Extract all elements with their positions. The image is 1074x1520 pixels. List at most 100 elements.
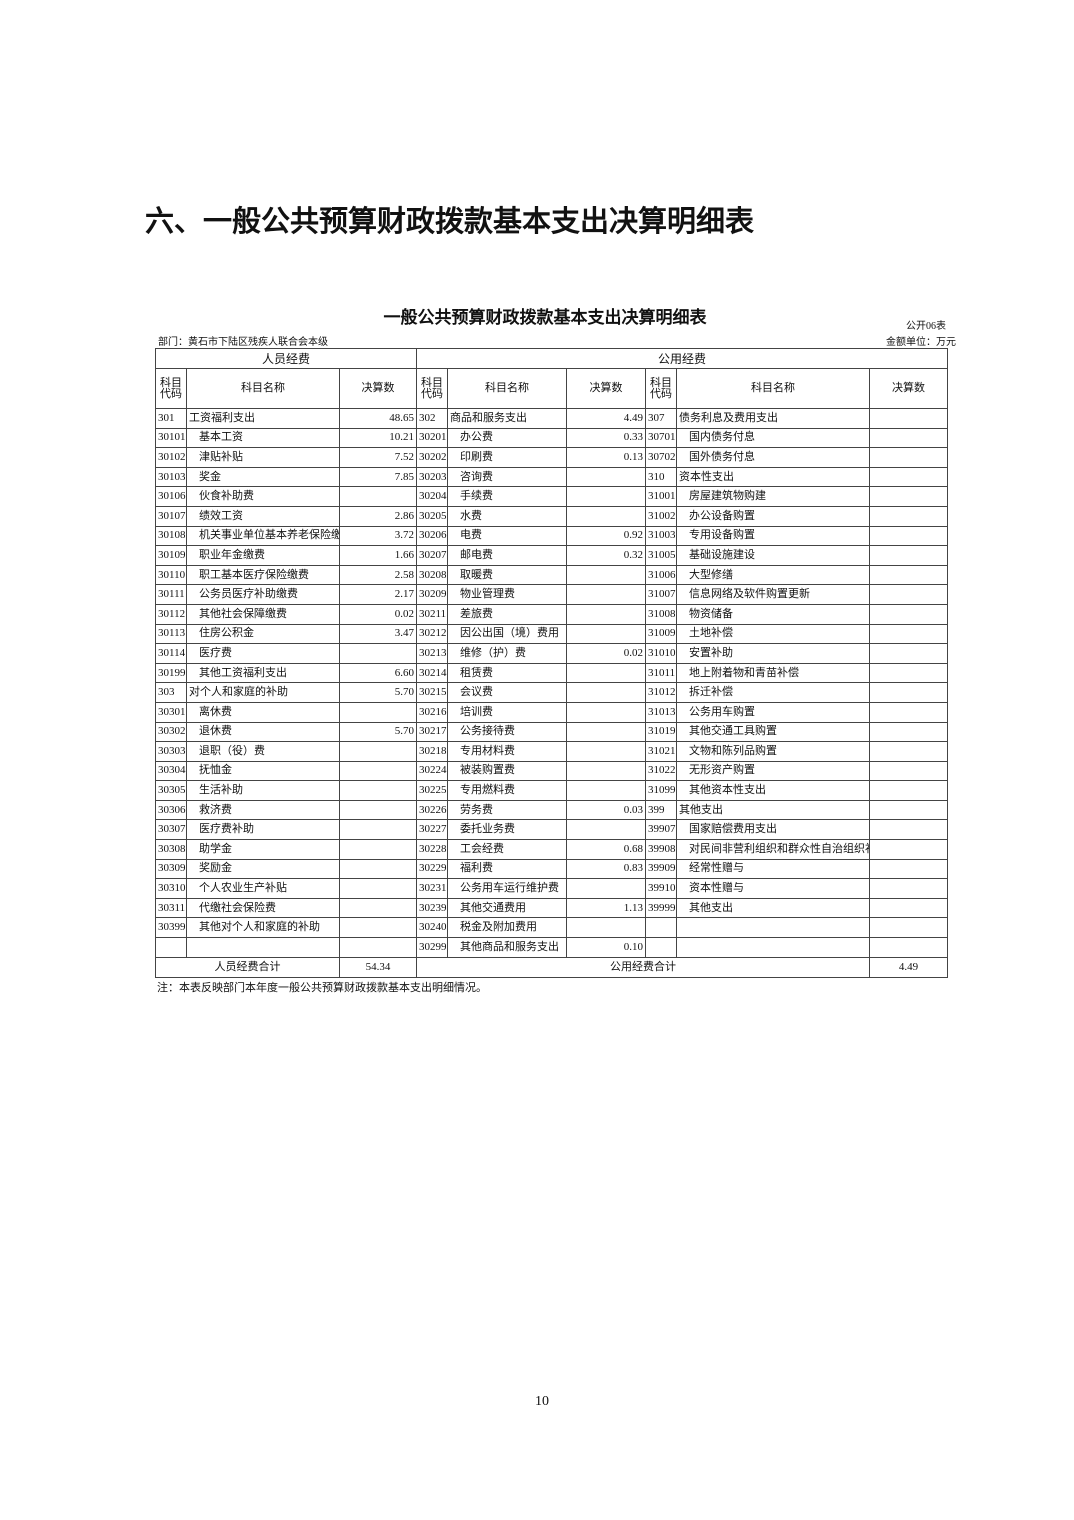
amount bbox=[566, 780, 646, 801]
table-row: 30113 住房公积金 3.47 30212 因公出国（境）费用 31009 土地补偿 bbox=[155, 623, 949, 645]
table-row: 科目代码 科目名称 决算数 科目代码 科目名称 决算数 科目代码 科目名称 决算数 bbox=[155, 368, 949, 409]
item-name: 奖励金 bbox=[186, 858, 340, 880]
item-name: 文物和陈列品购置 bbox=[676, 741, 870, 762]
amount bbox=[339, 780, 417, 801]
code: 30308 bbox=[155, 839, 187, 860]
code: 30107 bbox=[155, 505, 187, 527]
amount bbox=[868, 682, 949, 703]
table-row: 30102 津贴补贴 7.52 30202 印刷费 0.13 30702 国外债务付息 bbox=[155, 447, 949, 468]
item-name: 职工基本医疗保险缴费 bbox=[186, 564, 340, 586]
column-header: 科目代码 bbox=[155, 368, 187, 409]
item-name: 大型修缮 bbox=[676, 564, 870, 586]
code: 30399 bbox=[155, 917, 187, 939]
amount: 0.83 bbox=[566, 858, 646, 880]
item-name: 基础设施建设 bbox=[676, 545, 870, 566]
item-name: 国外债务付息 bbox=[676, 447, 870, 468]
amount bbox=[868, 858, 949, 880]
amount bbox=[566, 682, 646, 703]
column-header: 决算数 bbox=[339, 368, 417, 409]
item-name: 对个人和家庭的补助 bbox=[186, 682, 340, 703]
amount bbox=[339, 760, 417, 782]
amount bbox=[566, 466, 646, 488]
item-name: 其他交通工具购置 bbox=[676, 721, 870, 743]
item-name: 基本工资 bbox=[186, 427, 340, 449]
code: 30226 bbox=[416, 799, 448, 821]
item-name bbox=[186, 937, 340, 958]
amount: 0.13 bbox=[566, 447, 646, 468]
item-name: 个人农业生产补贴 bbox=[186, 878, 340, 899]
amount: 1.13 bbox=[566, 897, 646, 919]
amount: 0.02 bbox=[339, 603, 417, 625]
code: 30217 bbox=[416, 721, 448, 743]
item-name: 国内债务付息 bbox=[676, 427, 870, 449]
item-name: 办公费 bbox=[447, 427, 567, 449]
unit: 金额单位：万元 bbox=[886, 337, 956, 348]
code: 30306 bbox=[155, 799, 187, 821]
group-header: 公用经费 bbox=[415, 348, 949, 369]
code: 30299 bbox=[416, 937, 448, 958]
amount bbox=[868, 819, 949, 841]
amount bbox=[868, 839, 949, 860]
column-header: 科目代码 bbox=[416, 368, 448, 409]
item-name: 绩效工资 bbox=[186, 505, 340, 527]
item-name: 信息网络及软件购置更新 bbox=[676, 584, 870, 605]
item-name: 商品和服务支出 bbox=[447, 408, 567, 429]
amount: 1.66 bbox=[339, 545, 417, 566]
amount: 2.58 bbox=[339, 564, 417, 586]
table-row: 30310 个人农业生产补贴 30231 公务用车运行维护费 39910 资本性赠与 bbox=[155, 878, 949, 899]
code: 31011 bbox=[645, 662, 677, 684]
amount bbox=[868, 878, 949, 899]
item-name: 无形资产购置 bbox=[676, 760, 870, 782]
code: 301 bbox=[155, 408, 187, 429]
item-name: 债务利息及费用支出 bbox=[676, 408, 870, 429]
item-name: 印刷费 bbox=[447, 447, 567, 468]
item-name: 资本性支出 bbox=[676, 466, 870, 488]
table-row: 30302 退休费 5.70 30217 公务接待费 31019 其他交通工具购置 bbox=[155, 721, 949, 743]
item-name: 机关事业单位基本养老保险缴费 bbox=[186, 525, 340, 547]
amount: 3.72 bbox=[339, 525, 417, 547]
item-name: 离休费 bbox=[186, 701, 340, 723]
item-name: 公务用车运行维护费 bbox=[447, 878, 567, 899]
code: 30203 bbox=[416, 466, 448, 488]
amount: 0.68 bbox=[566, 839, 646, 860]
item-name: 拆迁补偿 bbox=[676, 682, 870, 703]
code: 30204 bbox=[416, 486, 448, 507]
amount: 7.85 bbox=[339, 466, 417, 488]
code: 30212 bbox=[416, 623, 448, 645]
item-name: 职业年金缴费 bbox=[186, 545, 340, 566]
amount: 0.33 bbox=[566, 427, 646, 449]
item-name: 对民间非营利组织和群众性自治组织补贴 bbox=[676, 839, 870, 860]
table-row: 30305 生活补助 30225 专用燃料费 31099 其他资本性支出 bbox=[155, 780, 949, 801]
code: 303 bbox=[155, 682, 187, 703]
item-name: 物业管理费 bbox=[447, 584, 567, 605]
item-name: 其他社会保障缴费 bbox=[186, 603, 340, 625]
table-row: 30306 救济费 30226 劳务费 0.03 399 其他支出 bbox=[155, 799, 949, 821]
code: 30225 bbox=[416, 780, 448, 801]
amount bbox=[868, 466, 949, 488]
table-row: 30106 伙食补助费 30204 手续费 31001 房屋建筑物购建 bbox=[155, 486, 949, 507]
amount: 0.10 bbox=[566, 937, 646, 958]
amount bbox=[566, 623, 646, 645]
column-header: 科目名称 bbox=[447, 368, 567, 409]
item-name: 医疗费补助 bbox=[186, 819, 340, 841]
item-name: 差旅费 bbox=[447, 603, 567, 625]
item-name: 培训费 bbox=[447, 701, 567, 723]
item-name: 救济费 bbox=[186, 799, 340, 821]
amount bbox=[339, 937, 417, 958]
code: 31010 bbox=[645, 643, 677, 664]
code: 30702 bbox=[645, 447, 677, 468]
item-name: 手续费 bbox=[447, 486, 567, 507]
table-row: 30307 医疗费补助 30227 委托业务费 39907 国家赔偿费用支出 bbox=[155, 819, 949, 841]
code: 30208 bbox=[416, 564, 448, 586]
amount bbox=[868, 917, 949, 939]
item-name: 其他工资福利支出 bbox=[186, 662, 340, 684]
item-name: 专用材料费 bbox=[447, 741, 567, 762]
table-row: 30111 公务员医疗补助缴费 2.17 30209 物业管理费 31007 信息网络及软件… bbox=[155, 584, 949, 605]
code: 30112 bbox=[155, 603, 187, 625]
amount bbox=[868, 408, 949, 429]
column-header: 决算数 bbox=[566, 368, 646, 409]
total-label: 人员经费合计 bbox=[155, 956, 340, 978]
amount bbox=[339, 741, 417, 762]
amount bbox=[868, 937, 949, 958]
